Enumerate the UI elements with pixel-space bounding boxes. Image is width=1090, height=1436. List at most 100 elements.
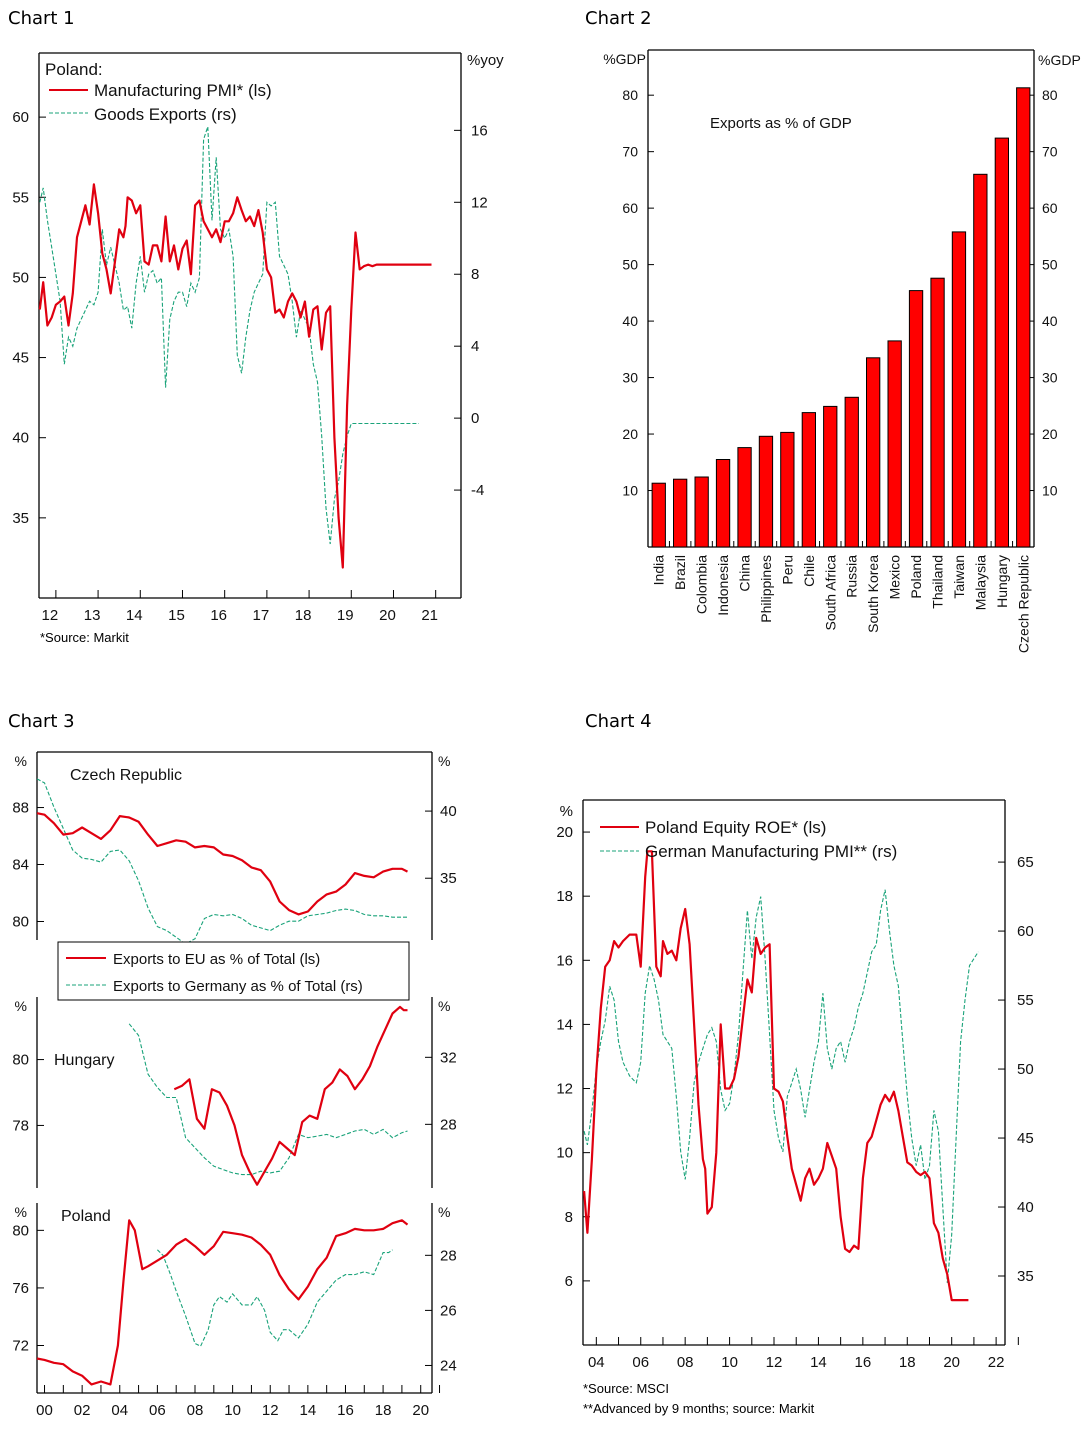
chart3-hungary-right-tick-label: 28	[440, 1116, 457, 1133]
chart4-right-tick-label: 55	[1017, 992, 1034, 1009]
chart2-left-tick-label: 10	[622, 483, 638, 499]
chart3-heading: Chart 3	[8, 711, 75, 732]
chart2-right-tick-label: 50	[1042, 257, 1058, 273]
chart4-right-tick-label: 50	[1017, 1061, 1034, 1078]
chart1-left-tick-label: 40	[12, 430, 29, 447]
chart4-left-tick-label: 8	[565, 1209, 573, 1226]
chart3-czech-republic-left-tick-label: 80	[12, 913, 29, 930]
chart4-left-tick-label: 10	[556, 1145, 573, 1162]
chart4-x-tick-label: 14	[810, 1354, 827, 1371]
chart4-series-german-pmi	[583, 889, 979, 1283]
chart2-category-label: Thailand	[930, 555, 946, 609]
chart4-right-tick-label: 45	[1017, 1130, 1034, 1147]
chart4-left-tick-label: 16	[556, 952, 573, 969]
chart1-x-tick-label: 14	[126, 607, 143, 624]
chart4-x-tick-label: 18	[899, 1354, 916, 1371]
chart3-hungary-panel-label: Hungary	[54, 1052, 114, 1069]
chart3-x-tick-label: 02	[74, 1402, 91, 1419]
chart4-x-tick-label: 08	[677, 1354, 694, 1371]
chart3-x-tick-label: 16	[337, 1402, 354, 1419]
chart1-x-tick-label: 15	[168, 607, 185, 624]
chart4-x-tick-label: 22	[988, 1354, 1005, 1371]
chart1-series-goods-exports	[39, 126, 419, 545]
chart1-left-tick-label: 60	[12, 109, 29, 126]
chart4-x-tick-label: 16	[855, 1354, 872, 1371]
chart2-bar-india	[651, 482, 666, 548]
chart1-right-axis-label: %yoy	[467, 52, 504, 69]
chart1-right-tick-label: 16	[471, 122, 488, 139]
chart3-poland-series-germany	[157, 1249, 393, 1347]
chart2-bar-colombia	[694, 476, 709, 548]
chart2-bar-south-africa	[823, 405, 838, 548]
chart2-category-label: Russia	[844, 555, 860, 598]
chart2-category-label: China	[737, 555, 753, 592]
chart4-right-tick-label: 35	[1017, 1268, 1034, 1285]
chart4-x-tick-label: 10	[721, 1354, 738, 1371]
chart3-x-tick-label: 10	[224, 1402, 241, 1419]
chart4-x-tick-label: 06	[632, 1354, 649, 1371]
chart1-x-tick-label: 21	[421, 607, 438, 624]
chart3-legend-box	[57, 941, 410, 1001]
chart2-bar-taiwan	[951, 231, 967, 548]
chart2-bar-malaysia	[973, 173, 988, 548]
chart4-series-poland-roe	[583, 850, 969, 1302]
chart1-left-tick-label: 55	[12, 189, 29, 206]
chart4-footnote-2: **Advanced by 9 months; source: Markit	[583, 1401, 815, 1416]
chart4-right-tick-label: 65	[1017, 854, 1034, 871]
chart2-bar-chile	[801, 412, 817, 548]
chart3-poland-right-tick-label: 24	[440, 1357, 457, 1374]
chart2-category-label: Peru	[779, 555, 795, 585]
chart4-left-tick-label: 18	[556, 888, 573, 905]
chart3-x-tick-label: 08	[187, 1402, 204, 1419]
chart3-czech-republic-series-germany	[36, 778, 408, 945]
chart1-x-tick-label: 12	[42, 607, 59, 624]
chart2-bar-poland	[908, 290, 924, 548]
chart1-series-manufacturing-pmi	[38, 183, 432, 569]
chart4-left-axis-label: %	[560, 803, 573, 820]
chart1-left-tick-label: 50	[12, 269, 29, 286]
chart2-category-label: Hungary	[994, 555, 1010, 608]
chart3-czech-republic-left-tick-label: 84	[12, 857, 29, 874]
chart3-hungary-left-unit: %	[15, 998, 27, 1014]
chart4-x-tick-label: 04	[588, 1354, 605, 1371]
chart2-right-tick-label: 80	[1042, 87, 1058, 103]
chart3-czech-republic-right-tick-label: 35	[440, 870, 457, 887]
chart3-poland-right-tick-label: 26	[440, 1302, 457, 1319]
chart3-hungary-right-unit: %	[438, 998, 450, 1014]
chart3-hungary-series-germany	[128, 1023, 408, 1176]
chart2-left-tick-label: 50	[622, 257, 638, 273]
chart2-category-label: Malaysia	[972, 555, 988, 610]
chart2-category-label: India	[651, 555, 667, 586]
chart4-heading: Chart 4	[585, 711, 652, 732]
chart3-poland-series-eu	[36, 1219, 409, 1386]
chart2-bar-czech-republic	[1016, 87, 1031, 548]
chart2-bar-brazil	[673, 478, 688, 548]
chart3-czech-republic-left-tick-label: 88	[12, 800, 29, 817]
chart3-x-tick-label: 00	[36, 1402, 53, 1419]
chart1-heading: Chart 1	[8, 8, 75, 29]
chart1-right-tick-label: 0	[471, 410, 479, 427]
chart3-hungary-left-tick-label: 78	[12, 1117, 29, 1134]
chart3-poland-panel-label: Poland	[61, 1208, 111, 1225]
chart2-left-tick-label: 30	[622, 370, 638, 386]
chart2-right-axis-label: %GDP	[1038, 52, 1081, 68]
chart2-right-tick-label: 20	[1042, 426, 1058, 442]
chart2-category-label: Brazil	[672, 555, 688, 590]
chart4-right-tick-label: 60	[1017, 923, 1034, 940]
chart3-legend-label-eu: Exports to EU as % of Total (ls)	[113, 951, 320, 968]
chart1-footnote: *Source: Markit	[40, 630, 129, 645]
chart4-left-tick-label: 20	[556, 824, 573, 841]
chart4-x-tick-label: 20	[943, 1354, 960, 1371]
chart3-czech-republic-panel-label: Czech Republic	[70, 767, 182, 784]
chart1-legend-label-exports: Goods Exports (rs)	[94, 105, 237, 124]
chart2-category-label: South Korea	[865, 555, 881, 633]
chart1-right-tick-label: -4	[471, 482, 484, 499]
chart3-poland-left-unit: %	[15, 1204, 27, 1220]
chart1-x-tick-label: 16	[210, 607, 227, 624]
chart2-left-tick-label: 40	[622, 313, 638, 329]
chart2-right-tick-label: 60	[1042, 200, 1058, 216]
chart2-right-tick-label: 10	[1042, 483, 1058, 499]
chart2-bar-hungary	[994, 137, 1010, 548]
chart3-legend-label-germany: Exports to Germany as % of Total (rs)	[113, 978, 363, 995]
chart3-poland-left-tick-label: 76	[12, 1280, 29, 1297]
